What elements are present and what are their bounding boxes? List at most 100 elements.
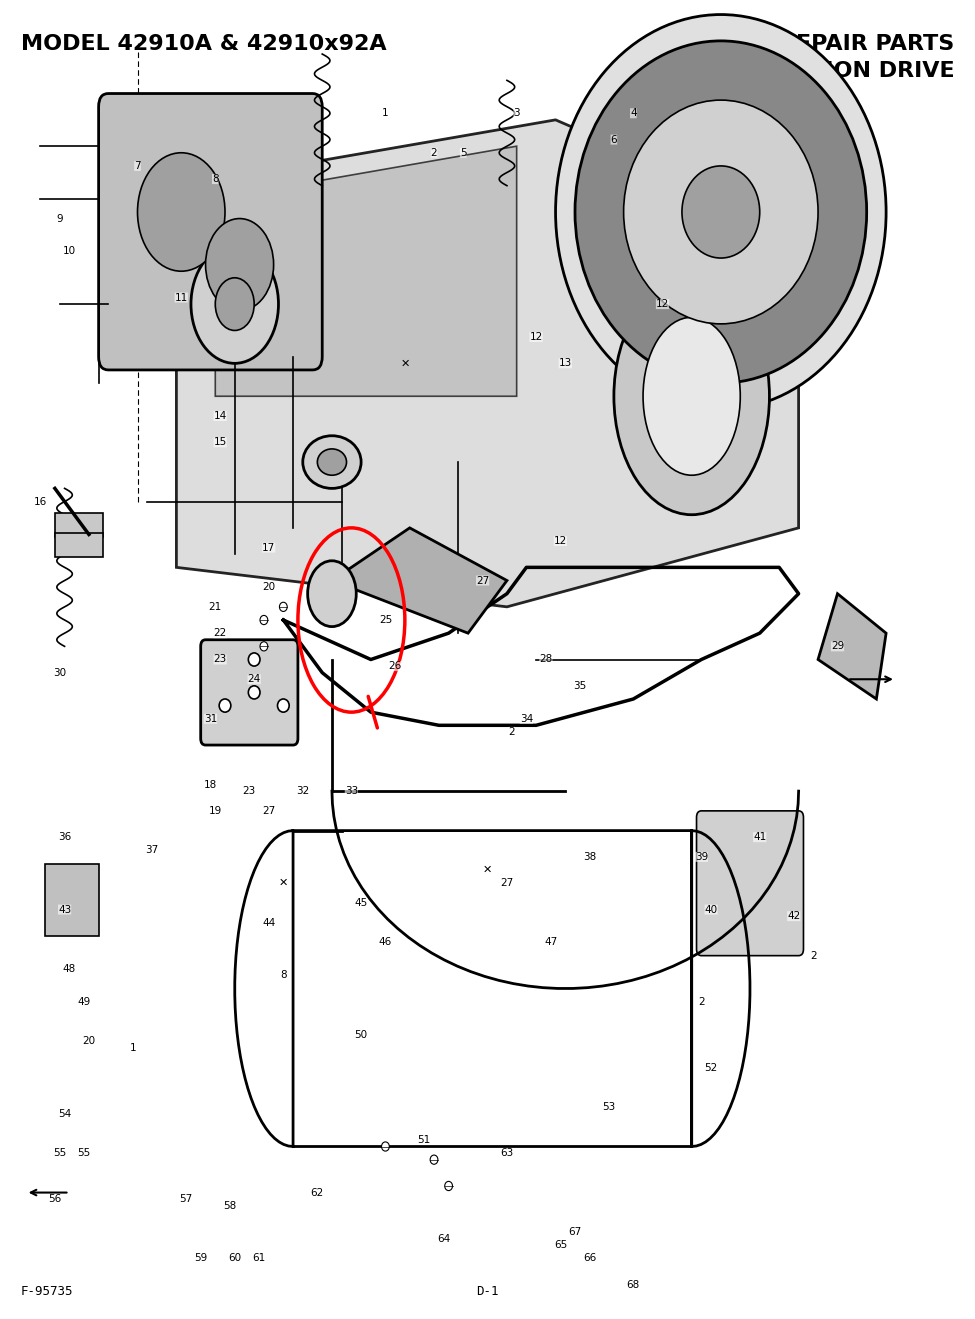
Text: 60: 60 — [228, 1253, 241, 1264]
Polygon shape — [818, 594, 886, 699]
Text: MODEL 42910A & 42910x92A: MODEL 42910A & 42910x92A — [20, 34, 386, 54]
Text: 67: 67 — [568, 1227, 582, 1237]
Text: 64: 64 — [437, 1233, 450, 1244]
Text: 1: 1 — [130, 1043, 136, 1053]
Ellipse shape — [614, 278, 769, 514]
Text: 29: 29 — [831, 641, 844, 652]
Text: 10: 10 — [62, 247, 76, 256]
Text: 59: 59 — [194, 1253, 208, 1264]
Text: 31: 31 — [204, 714, 217, 724]
Text: 5: 5 — [460, 148, 466, 158]
Ellipse shape — [249, 653, 260, 666]
Text: 8: 8 — [280, 971, 287, 980]
Text: 23: 23 — [214, 654, 227, 665]
Ellipse shape — [137, 153, 225, 272]
Text: 2: 2 — [431, 148, 438, 158]
Text: 2: 2 — [810, 951, 816, 960]
Text: 37: 37 — [145, 845, 159, 855]
Ellipse shape — [624, 100, 818, 324]
FancyBboxPatch shape — [696, 811, 803, 956]
Text: 9: 9 — [57, 214, 63, 223]
Text: 47: 47 — [544, 938, 558, 947]
Text: 62: 62 — [311, 1187, 324, 1198]
Text: 63: 63 — [500, 1148, 514, 1158]
Text: 12: 12 — [554, 536, 567, 546]
Text: 43: 43 — [58, 905, 71, 914]
Text: 21: 21 — [209, 601, 222, 612]
Ellipse shape — [215, 278, 254, 331]
Text: 28: 28 — [539, 654, 553, 665]
Text: 49: 49 — [77, 997, 91, 1006]
Text: 55: 55 — [53, 1148, 66, 1158]
Text: 8: 8 — [212, 174, 218, 185]
Ellipse shape — [575, 41, 867, 383]
Text: 40: 40 — [705, 905, 718, 914]
Polygon shape — [176, 120, 799, 607]
Ellipse shape — [317, 448, 346, 475]
Text: 20: 20 — [82, 1037, 96, 1046]
Text: 56: 56 — [48, 1194, 61, 1204]
Text: 46: 46 — [379, 938, 392, 947]
Text: D-1: D-1 — [476, 1285, 499, 1298]
Text: 12: 12 — [529, 332, 543, 342]
Text: 66: 66 — [583, 1253, 596, 1264]
FancyBboxPatch shape — [201, 640, 298, 745]
Text: 32: 32 — [296, 786, 309, 797]
Ellipse shape — [556, 15, 886, 409]
Ellipse shape — [308, 561, 356, 627]
Text: 18: 18 — [204, 780, 217, 790]
Text: 7: 7 — [135, 161, 140, 171]
Text: 42: 42 — [787, 911, 800, 921]
Text: 58: 58 — [223, 1200, 237, 1211]
Text: 50: 50 — [355, 1030, 368, 1039]
Text: 24: 24 — [248, 674, 260, 685]
Ellipse shape — [644, 318, 740, 475]
Text: 15: 15 — [214, 438, 227, 447]
Text: ✕: ✕ — [400, 359, 410, 368]
Ellipse shape — [445, 1182, 452, 1191]
Text: REPAIR PARTS: REPAIR PARTS — [779, 34, 955, 54]
Text: 36: 36 — [58, 832, 71, 843]
Text: ✕: ✕ — [483, 865, 492, 874]
Text: 33: 33 — [345, 786, 358, 797]
Text: 45: 45 — [355, 898, 368, 907]
Text: 54: 54 — [58, 1108, 71, 1119]
Text: MOTION DRIVE: MOTION DRIVE — [768, 61, 955, 80]
Text: 17: 17 — [262, 542, 275, 553]
Text: 3: 3 — [514, 108, 520, 119]
Text: 4: 4 — [630, 108, 637, 119]
Text: 53: 53 — [603, 1101, 615, 1112]
Text: F-95735: F-95735 — [20, 1285, 73, 1298]
FancyBboxPatch shape — [55, 513, 103, 537]
Ellipse shape — [682, 166, 760, 259]
Polygon shape — [215, 146, 517, 396]
Text: 39: 39 — [695, 852, 708, 861]
Text: 22: 22 — [214, 628, 227, 638]
Ellipse shape — [260, 642, 268, 652]
Text: 27: 27 — [476, 575, 489, 586]
Text: 12: 12 — [656, 299, 669, 309]
Ellipse shape — [430, 1155, 438, 1165]
Ellipse shape — [219, 699, 231, 712]
Text: 27: 27 — [262, 806, 275, 816]
Text: 27: 27 — [500, 878, 514, 888]
Text: 2: 2 — [698, 997, 705, 1006]
Text: 11: 11 — [175, 293, 188, 302]
Text: 19: 19 — [209, 806, 222, 816]
FancyBboxPatch shape — [98, 94, 322, 369]
Text: 35: 35 — [573, 681, 587, 691]
Ellipse shape — [206, 219, 274, 311]
Text: 2: 2 — [509, 727, 515, 737]
Text: 52: 52 — [705, 1063, 718, 1072]
Ellipse shape — [381, 1142, 389, 1151]
Text: 48: 48 — [62, 964, 76, 973]
Text: 25: 25 — [379, 615, 392, 625]
Ellipse shape — [303, 435, 361, 488]
Text: 30: 30 — [54, 667, 66, 678]
Text: 41: 41 — [753, 832, 766, 843]
Ellipse shape — [249, 686, 260, 699]
Text: 61: 61 — [253, 1253, 265, 1264]
FancyBboxPatch shape — [45, 864, 98, 936]
Polygon shape — [332, 528, 507, 633]
Text: ✕: ✕ — [279, 878, 288, 888]
